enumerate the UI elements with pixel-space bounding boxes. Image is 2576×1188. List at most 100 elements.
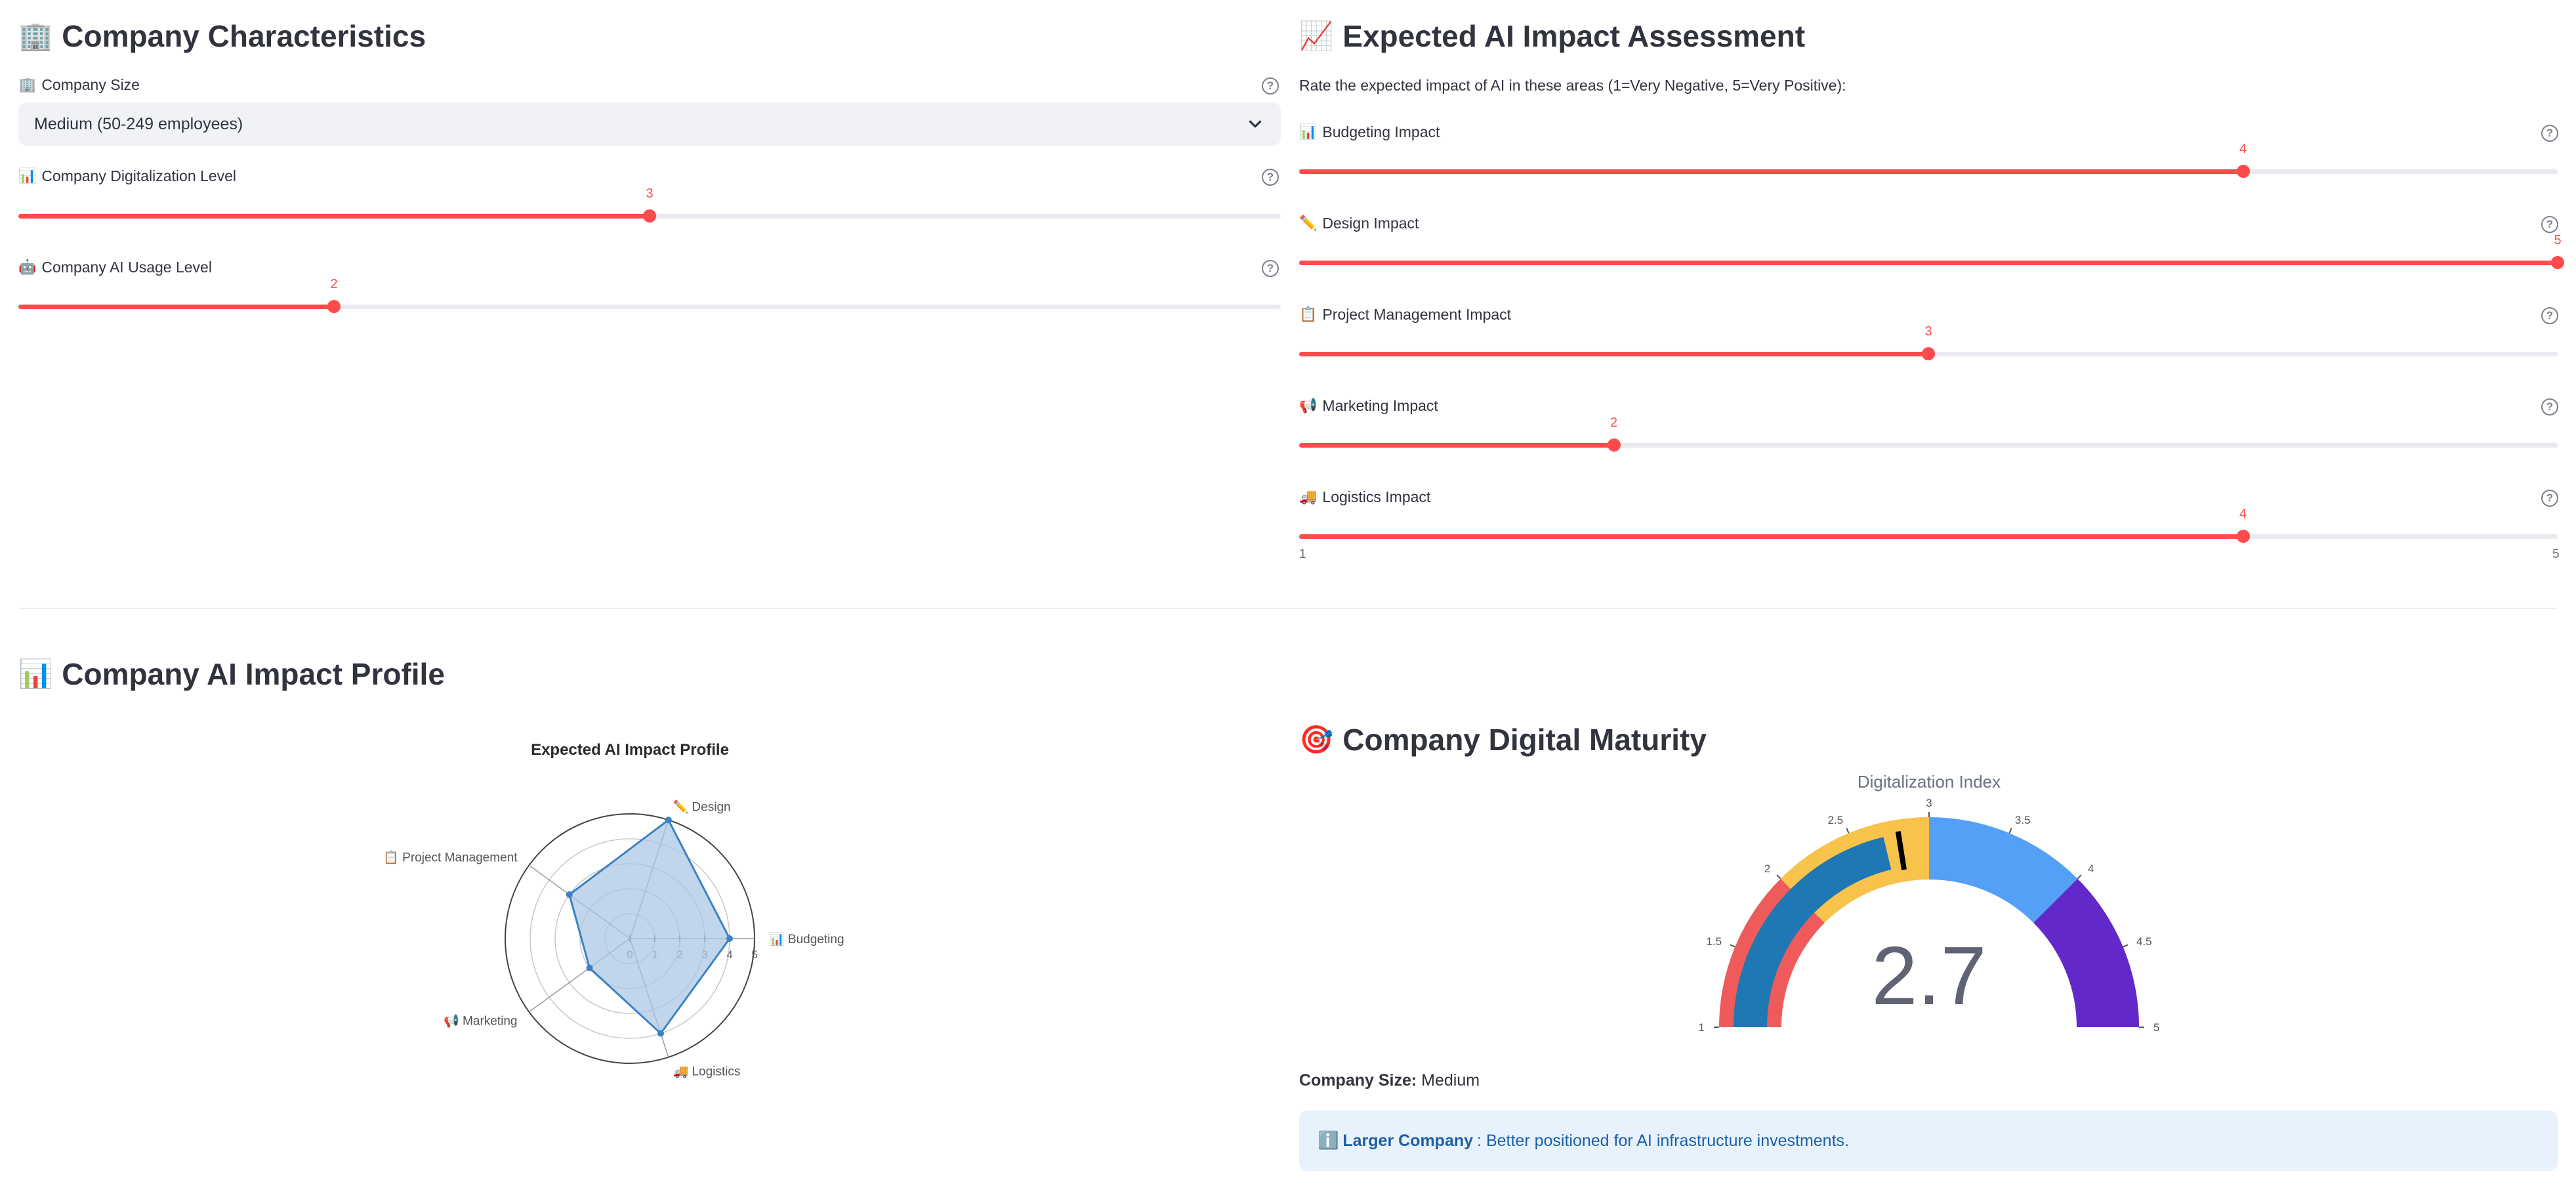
radar-category-label: 📢 Marketing [444,1013,517,1029]
impact-profile-title: 📊 Company AI Impact Profile [18,657,445,691]
gauge-value: 2.7 [1871,929,1986,1022]
gauge-tick-mark [2008,828,2012,834]
digitalization-label: 📊 Company Digitalization Level [18,167,237,184]
info-bold: Larger Company [1342,1131,1474,1150]
radar-category-label: 📊 Budgeting [769,931,844,946]
budgeting-impact-label: 📊 Budgeting Impact [1299,123,1440,140]
help-icon[interactable]: ? [2541,490,2558,507]
slider-min-label: 1 [1299,547,1306,561]
company-size-label: 🏢 Company Size [18,76,140,93]
gauge-tick-mark [2123,944,2129,948]
help-icon[interactable]: ? [2541,307,2558,324]
radar-point [586,964,593,971]
radar-point [726,935,733,942]
project-management-icon: 📋 [1299,307,1318,323]
slider-fill [18,305,334,309]
gauge-tick-label: 5 [2153,1021,2159,1034]
info-text: : Better positioned for AI infrastructur… [1477,1131,1849,1150]
radar-point [665,817,672,824]
gauge-step [2033,878,2139,1027]
design-impact-slider[interactable]: 5 [1299,233,2564,269]
building-icon: 🏢 [18,20,53,52]
radar-category-label: ✏️ Design [673,799,731,814]
slider-thumb[interactable] [1607,438,1621,452]
logistics-impact-slider[interactable]: 4 [1299,507,2558,543]
chart-icon: 📊 [18,168,37,184]
digitalization-slider[interactable]: 3 [18,186,1281,223]
radar-series-area [568,818,731,1035]
slider-fill [18,214,650,219]
target-icon: 🎯 [1299,723,1334,755]
gauge-tick-label: 2 [1764,862,1770,875]
help-icon[interactable]: ? [1262,260,1279,277]
gauge-tick-mark [2077,874,2082,880]
slider-value: 3 [646,186,654,201]
gauge-tick-mark [1846,828,1850,834]
slider-value: 4 [2239,507,2247,521]
gauge-title: Digitalization Index [1858,772,2001,792]
design-impact-label: ✏️ Design Impact [1299,215,1419,232]
impact-assessment-title: 📈 Expected AI Impact Assessment [1299,19,1806,53]
gauge-tick-label: 3 [1926,797,1932,809]
info-alert: ℹ️ Larger Company: Better positioned for… [1299,1111,2558,1171]
company-size-select[interactable]: Medium (50-249 employees) [18,102,1281,146]
gauge-threshold [1895,831,1907,870]
radar-category-label: 📋 Project Management [383,849,518,864]
bar-chart-icon: 📊 [18,658,53,690]
slider-fill [1299,534,2243,539]
chevron-down-icon [1249,120,1262,128]
info-icon: ℹ️ [1318,1131,1339,1151]
slider-thumb[interactable] [327,300,341,313]
slider-value: 2 [330,277,338,291]
design-icon: ✏️ [1299,215,1318,232]
gauge-chart: Digitalization Index 1 1.5 2 2.5 3 3.5 4 4.5 5 2.7 [1699,772,2160,1034]
marketing-icon: 📢 [1299,398,1318,414]
slider-thumb[interactable] [2236,530,2250,543]
budgeting-impact-slider[interactable]: 4 [1299,142,2558,178]
gauge-tick-label: 4.5 [2136,935,2152,948]
gauge-tick-label: 3.5 [2015,814,2031,826]
marketing-impact-label: 📢 Marketing Impact [1299,397,1438,414]
company-size-summary: Company Size: Medium [1299,1071,1480,1090]
gauge-tick-label: 1.5 [1706,935,1722,948]
help-icon[interactable]: ? [2541,216,2558,233]
building-icon: 🏢 [18,77,37,93]
digital-maturity-title: 🎯 Company Digital Maturity [1299,723,1707,757]
slider-fill [1299,261,2558,265]
project-management-impact-label: 📋 Project Management Impact [1299,306,1512,323]
help-icon[interactable]: ? [1262,169,1279,186]
slider-fill [1299,169,2243,174]
ai-usage-slider[interactable]: 2 [18,277,1281,313]
logistics-impact-label: 🚚 Logistics Impact [1299,488,1431,505]
slider-value: 5 [2554,233,2562,247]
section-divider [18,608,2558,609]
slider-thumb[interactable] [643,209,656,223]
slider-thumb[interactable] [2236,165,2250,178]
project-management-impact-slider[interactable]: 3 [1299,324,2558,360]
slider-thumb[interactable] [2551,256,2564,269]
help-icon[interactable]: ? [1262,77,1279,95]
radar-category-label: 🚚 Logistics [673,1065,741,1079]
robot-icon: 🤖 [18,259,37,276]
gauge-step [1929,817,2078,923]
help-icon[interactable]: ? [2541,398,2558,415]
slider-thumb[interactable] [1922,347,1935,360]
chart-increasing-icon: 📈 [1299,20,1334,52]
help-icon[interactable]: ? [2541,125,2558,142]
radar-tick-label: 4 [726,948,732,961]
slider-value: 2 [1610,415,1618,430]
radar-point [657,1030,664,1037]
radar-chart: Expected AI Impact Profile012345📊 Budget… [383,741,844,1079]
slider-fill [1299,352,1928,356]
gauge-tick-mark [1776,874,1781,880]
radar-title: Expected AI Impact Profile [531,741,729,759]
gauge-tick-label: 1 [1699,1021,1705,1034]
slider-max-label: 5 [2552,547,2560,561]
radar-point [566,891,573,898]
marketing-impact-slider[interactable]: 2 [1299,415,2558,452]
budgeting-icon: 📊 [1299,124,1318,140]
slider-fill [1299,443,1614,448]
logistics-icon: 🚚 [1299,489,1318,505]
slider-value: 4 [2239,142,2247,156]
gauge-tick-label: 2.5 [1827,814,1843,826]
